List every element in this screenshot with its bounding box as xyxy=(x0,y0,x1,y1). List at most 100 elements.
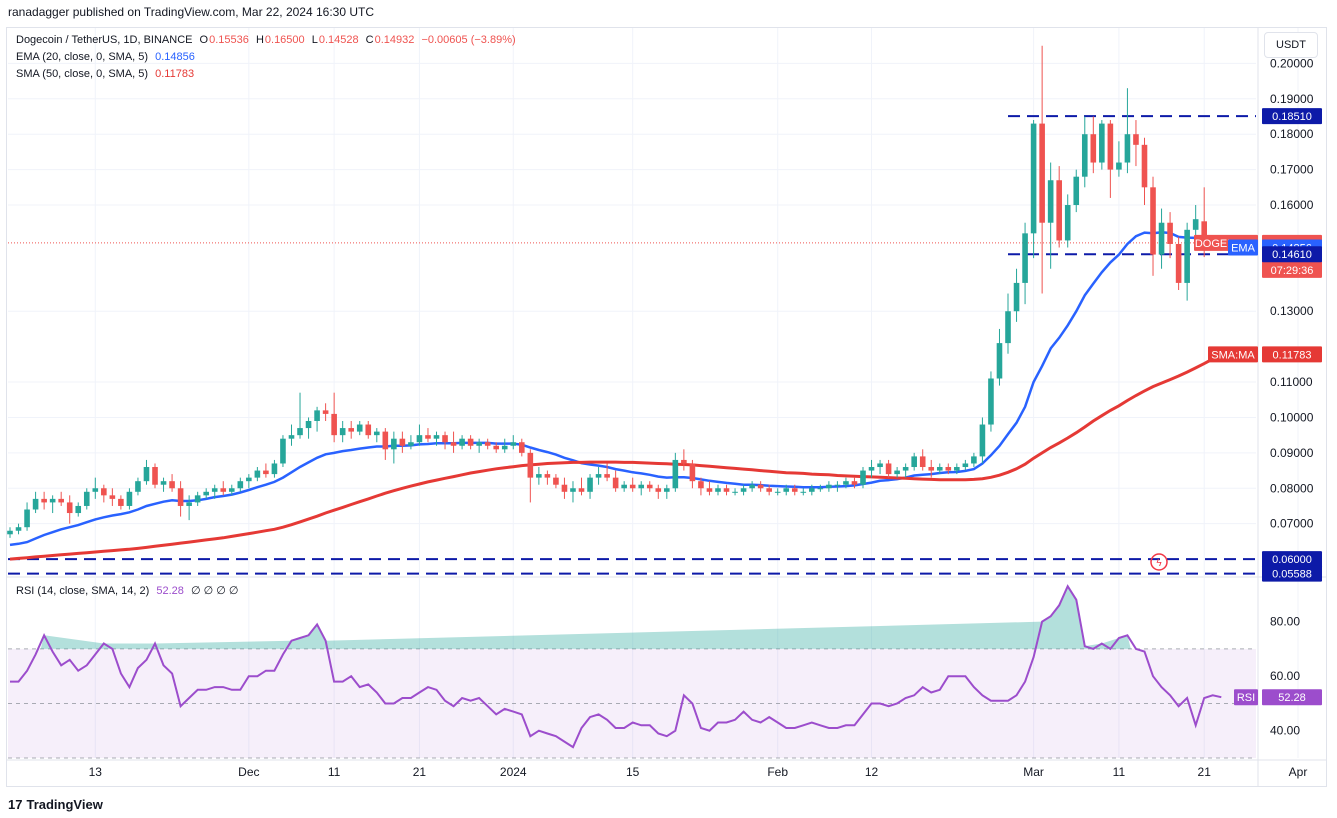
candle-body[interactable] xyxy=(604,474,610,478)
candle-body[interactable] xyxy=(1167,222,1173,244)
candle-body[interactable] xyxy=(237,481,244,489)
candle-body[interactable] xyxy=(655,488,662,492)
candle-body[interactable] xyxy=(58,498,64,503)
candle-body[interactable] xyxy=(391,438,397,450)
candle-body[interactable] xyxy=(484,442,491,446)
candle-body[interactable] xyxy=(749,484,755,489)
candle-body[interactable] xyxy=(553,477,559,485)
candle-body[interactable] xyxy=(928,467,935,471)
candle-body[interactable] xyxy=(297,428,303,436)
alert-icon[interactable] xyxy=(1150,553,1168,571)
candle-body[interactable] xyxy=(868,467,875,471)
candle-body[interactable] xyxy=(32,498,39,510)
candle-body[interactable] xyxy=(681,459,687,464)
candle-body[interactable] xyxy=(689,463,696,482)
candle-body[interactable] xyxy=(382,431,389,450)
candle-body[interactable] xyxy=(612,477,619,489)
candle-body[interactable] xyxy=(1022,233,1028,283)
candle-body[interactable] xyxy=(228,488,235,492)
candle-body[interactable] xyxy=(843,481,849,485)
symbol-title[interactable]: Dogecoin / TetherUS, 1D, BINANCE xyxy=(16,34,193,46)
candle-body[interactable] xyxy=(271,463,278,475)
candle-body[interactable] xyxy=(152,467,158,485)
candle-body[interactable] xyxy=(1107,123,1114,170)
candle-body[interactable] xyxy=(740,488,747,492)
candle-body[interactable] xyxy=(544,474,551,478)
candle-body[interactable] xyxy=(66,502,73,514)
candle-body[interactable] xyxy=(698,481,704,489)
candle-body[interactable] xyxy=(962,463,969,468)
candle-body[interactable] xyxy=(1201,221,1207,243)
candle-body[interactable] xyxy=(467,438,474,446)
candle-body[interactable] xyxy=(493,445,500,450)
candle-body[interactable] xyxy=(41,498,47,503)
candle-body[interactable] xyxy=(979,424,986,457)
candle-body[interactable] xyxy=(169,481,175,489)
candle-body[interactable] xyxy=(1013,282,1020,312)
candle-body[interactable] xyxy=(160,481,167,485)
candle-body[interactable] xyxy=(331,413,337,436)
candle-body[interactable] xyxy=(1124,134,1131,163)
candle-body[interactable] xyxy=(459,438,465,446)
candle-body[interactable] xyxy=(1184,229,1190,283)
sma-line[interactable] xyxy=(9,353,1223,561)
candle-body[interactable] xyxy=(1141,144,1148,188)
candle-body[interactable] xyxy=(450,442,457,446)
candle-body[interactable] xyxy=(1133,134,1139,145)
candle-body[interactable] xyxy=(1056,180,1062,241)
candle-body[interactable] xyxy=(988,378,994,425)
rsi-legend[interactable]: RSI (14, close, SMA, 14, 2) 52.28 ∅ ∅ ∅ … xyxy=(16,584,242,597)
candle-body[interactable] xyxy=(971,456,977,464)
candle-body[interactable] xyxy=(186,502,192,506)
candle-body[interactable] xyxy=(135,481,141,492)
candle-body[interactable] xyxy=(851,481,858,485)
candle-body[interactable] xyxy=(519,442,525,453)
rsi-line[interactable] xyxy=(10,584,1222,749)
candle-body[interactable] xyxy=(774,491,781,493)
candle-body[interactable] xyxy=(280,438,286,464)
candle-body[interactable] xyxy=(339,428,346,436)
candle-body[interactable] xyxy=(442,435,448,443)
candle-body[interactable] xyxy=(629,484,636,489)
candle-body[interactable] xyxy=(246,477,252,482)
candle-body[interactable] xyxy=(322,410,329,414)
candle-body[interactable] xyxy=(1005,311,1011,344)
candle-body[interactable] xyxy=(510,442,517,446)
candle-body[interactable] xyxy=(288,435,295,439)
candle-body[interactable] xyxy=(501,445,508,450)
candle-body[interactable] xyxy=(254,470,261,478)
candle-body[interactable] xyxy=(766,488,772,492)
candle-body[interactable] xyxy=(1158,222,1165,255)
candle-body[interactable] xyxy=(570,488,576,492)
candle-body[interactable] xyxy=(126,491,133,506)
candle-body[interactable] xyxy=(936,467,943,471)
candle-body[interactable] xyxy=(1047,180,1054,223)
candle-body[interactable] xyxy=(1150,187,1156,255)
candle-body[interactable] xyxy=(1116,162,1122,170)
candle-body[interactable] xyxy=(732,491,738,493)
candle-body[interactable] xyxy=(211,488,218,492)
candle-body[interactable] xyxy=(416,435,423,443)
ema-legend[interactable]: EMA (20, close, 0, SMA, 5) 0.14856 xyxy=(16,51,199,63)
candle-body[interactable] xyxy=(638,484,645,489)
candle-body[interactable] xyxy=(1099,123,1105,163)
candle-body[interactable] xyxy=(1175,243,1182,283)
currency-button[interactable]: USDT xyxy=(1264,32,1318,58)
candle-body[interactable] xyxy=(834,484,841,486)
candle-body[interactable] xyxy=(49,498,56,503)
candle-body[interactable] xyxy=(561,484,568,492)
candle-body[interactable] xyxy=(996,343,1003,379)
candle-body[interactable] xyxy=(809,488,815,492)
candle-body[interactable] xyxy=(536,474,542,478)
candle-body[interactable] xyxy=(919,456,926,468)
candle-body[interactable] xyxy=(1030,123,1037,234)
candle-body[interactable] xyxy=(118,498,124,506)
candle-body[interactable] xyxy=(476,442,482,446)
candle-body[interactable] xyxy=(877,463,883,468)
candle-body[interactable] xyxy=(595,474,602,478)
candle-body[interactable] xyxy=(220,488,227,492)
candle-body[interactable] xyxy=(757,484,764,489)
candle-body[interactable] xyxy=(783,488,790,492)
candle-body[interactable] xyxy=(1090,134,1097,163)
candle-body[interactable] xyxy=(723,488,730,492)
